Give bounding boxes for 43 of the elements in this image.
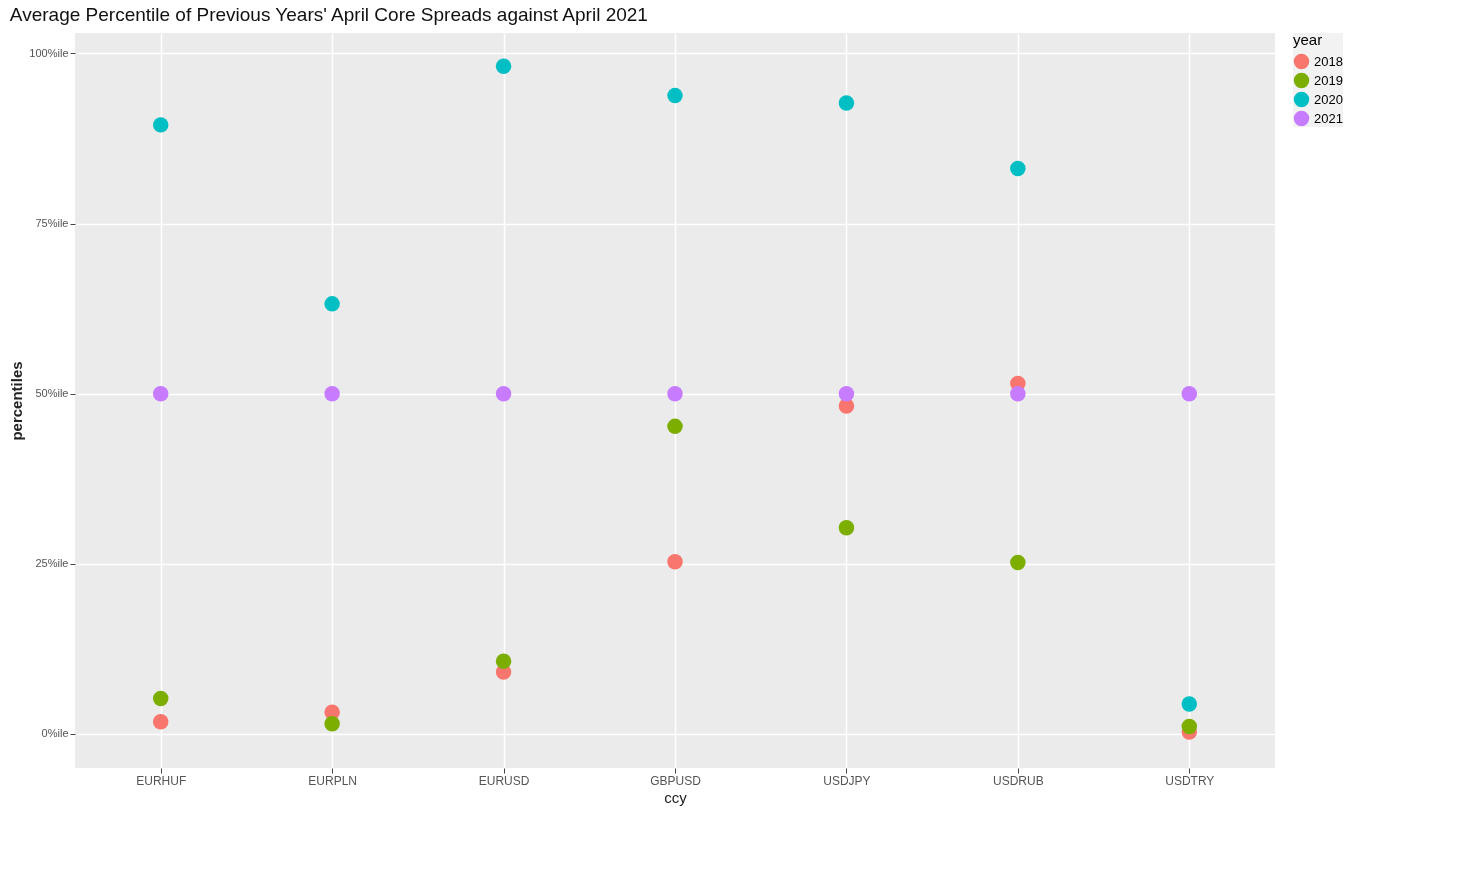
y-tick-label: 25%ile <box>35 557 69 570</box>
point <box>495 58 512 75</box>
point <box>667 87 683 104</box>
point <box>152 385 169 402</box>
point <box>667 554 683 570</box>
point <box>495 653 512 669</box>
point <box>324 716 340 732</box>
legend-label: 2020 <box>1314 91 1343 107</box>
x-axis-title: ccy <box>664 788 688 806</box>
point <box>495 385 512 402</box>
y-tick-label: 0%ile <box>41 727 69 740</box>
point <box>324 385 340 402</box>
point <box>1181 385 1198 402</box>
x-tick-label: EURPLN <box>308 773 357 788</box>
point <box>667 385 683 402</box>
point <box>838 385 855 402</box>
y-tick-label: 100%ile <box>29 46 69 59</box>
point <box>1010 554 1026 571</box>
x-tick-label: GBPUSD <box>650 773 702 788</box>
legend-label: 2018 <box>1314 53 1343 69</box>
y-tick-label: 75%ile <box>35 217 69 230</box>
point <box>1181 696 1198 712</box>
point <box>152 713 169 730</box>
point <box>838 520 855 536</box>
chart-title: Average Percentile of Previous Years' April Core Spreads against April 2021 <box>9 4 648 25</box>
legend-label: 2019 <box>1314 72 1343 88</box>
x-tick-label: USDJPY <box>823 773 871 788</box>
legend-label: 2021 <box>1314 110 1343 126</box>
point <box>667 418 683 435</box>
point <box>324 296 340 312</box>
x-tick-label: EURHUF <box>136 773 187 788</box>
point <box>1010 160 1026 177</box>
point <box>1181 718 1198 735</box>
y-axis-title: percentiles <box>8 361 26 441</box>
legend-title: year <box>1293 31 1323 48</box>
y-tick-label: 50%ile <box>35 387 69 400</box>
point <box>838 95 855 111</box>
x-tick-label: USDRUB <box>993 773 1044 788</box>
point <box>1010 385 1026 402</box>
x-tick-label: EURUSD <box>478 773 530 788</box>
point <box>152 117 169 133</box>
point <box>152 690 169 707</box>
x-tick-label: USDTRY <box>1165 773 1215 788</box>
